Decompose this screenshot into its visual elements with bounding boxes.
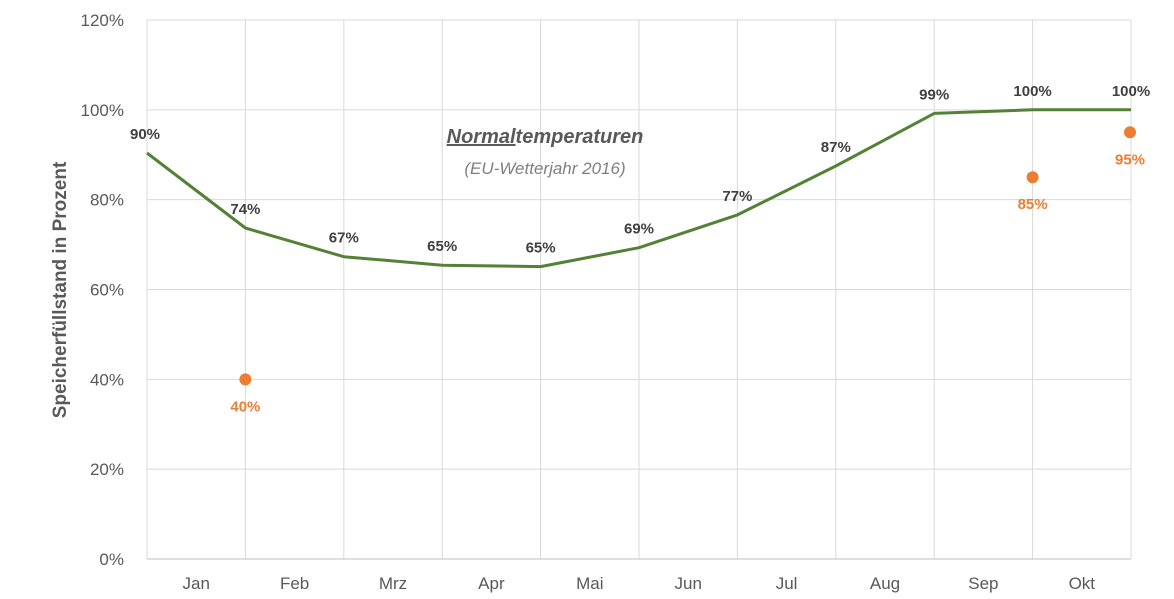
line-data-label: 99%	[919, 86, 949, 103]
target-point	[239, 373, 252, 386]
x-tick-label: Apr	[478, 574, 505, 593]
target-data-label: 40%	[230, 398, 260, 415]
line-data-label: 87%	[821, 139, 851, 156]
y-tick-label: 100%	[81, 101, 124, 120]
y-axis-label: Speicherfüllstand in Prozent	[50, 161, 71, 418]
x-tick-label: Jan	[182, 574, 209, 593]
y-tick-label: 60%	[90, 281, 124, 300]
y-tick-label: 120%	[81, 11, 124, 30]
y-tick-label: 20%	[90, 460, 124, 479]
chart-annotation: Normaltemperaturen (EU-Wetterjahr 2016)	[447, 126, 644, 178]
target-data-label: 85%	[1018, 196, 1048, 213]
x-tick-label: Mrz	[379, 574, 407, 593]
x-tick-label: Feb	[280, 574, 309, 593]
annotation-subtitle: (EU-Wetterjahr 2016)	[464, 159, 625, 178]
target-data-label: 95%	[1115, 151, 1145, 168]
x-tick-label: Jul	[776, 574, 798, 593]
line-data-label: 74%	[230, 201, 260, 218]
line-data-label: 67%	[329, 230, 359, 247]
line-data-label: 69%	[624, 221, 654, 238]
line-data-label: 65%	[526, 240, 556, 257]
target-point	[1124, 126, 1136, 139]
target-point	[1026, 171, 1039, 184]
series: 90% 74% 67% 65% 65% 69% 77% 87% 99% 100% 100% 40% 85…	[130, 83, 1150, 416]
line-data-label: 65%	[427, 238, 457, 255]
grid-lines	[146, 19, 1132, 560]
x-tick-label: Sep	[968, 574, 998, 593]
y-tick-label: 40%	[90, 370, 124, 389]
line-data-label: 77%	[722, 188, 752, 205]
line-series	[146, 108, 1131, 269]
annotation-title-rest: temperaturen	[516, 126, 644, 148]
line-data-label: 100%	[1013, 83, 1051, 100]
line-data-label: 100%	[1112, 83, 1150, 100]
x-tick-label: Mai	[576, 574, 603, 593]
x-tick-label: Jun	[674, 574, 701, 593]
x-tick-label: Aug	[870, 574, 900, 593]
annotation-title-underlined: Normal	[447, 126, 516, 148]
y-axis-ticks: 0% 20% 40% 60% 80% 100% 120%	[81, 11, 124, 569]
x-axis-ticks: Jan Feb Mrz Apr Mai Jun Jul Aug Sep Okt	[182, 574, 1095, 593]
annotation-title: Normaltemperaturen	[447, 126, 644, 148]
y-tick-label: 0%	[99, 550, 124, 569]
x-tick-label: Okt	[1069, 574, 1096, 593]
y-tick-label: 80%	[90, 191, 124, 210]
line-data-label: 90%	[130, 126, 160, 143]
